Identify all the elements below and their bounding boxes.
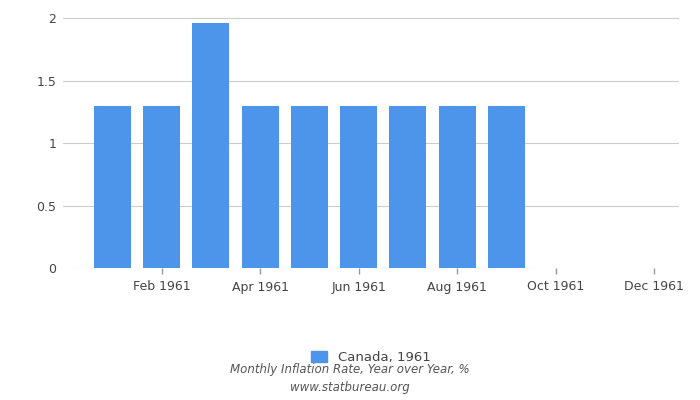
Bar: [193, 23, 230, 268]
Text: Monthly Inflation Rate, Year over Year, %: Monthly Inflation Rate, Year over Year, …: [230, 364, 470, 376]
Bar: [291, 106, 328, 268]
Bar: [340, 106, 377, 268]
Bar: [241, 106, 279, 268]
Bar: [94, 106, 131, 268]
Legend: Canada, 1961: Canada, 1961: [306, 345, 436, 369]
Bar: [389, 106, 426, 268]
Bar: [488, 106, 525, 268]
Bar: [439, 106, 476, 268]
Text: www.statbureau.org: www.statbureau.org: [290, 381, 410, 394]
Bar: [143, 106, 180, 268]
